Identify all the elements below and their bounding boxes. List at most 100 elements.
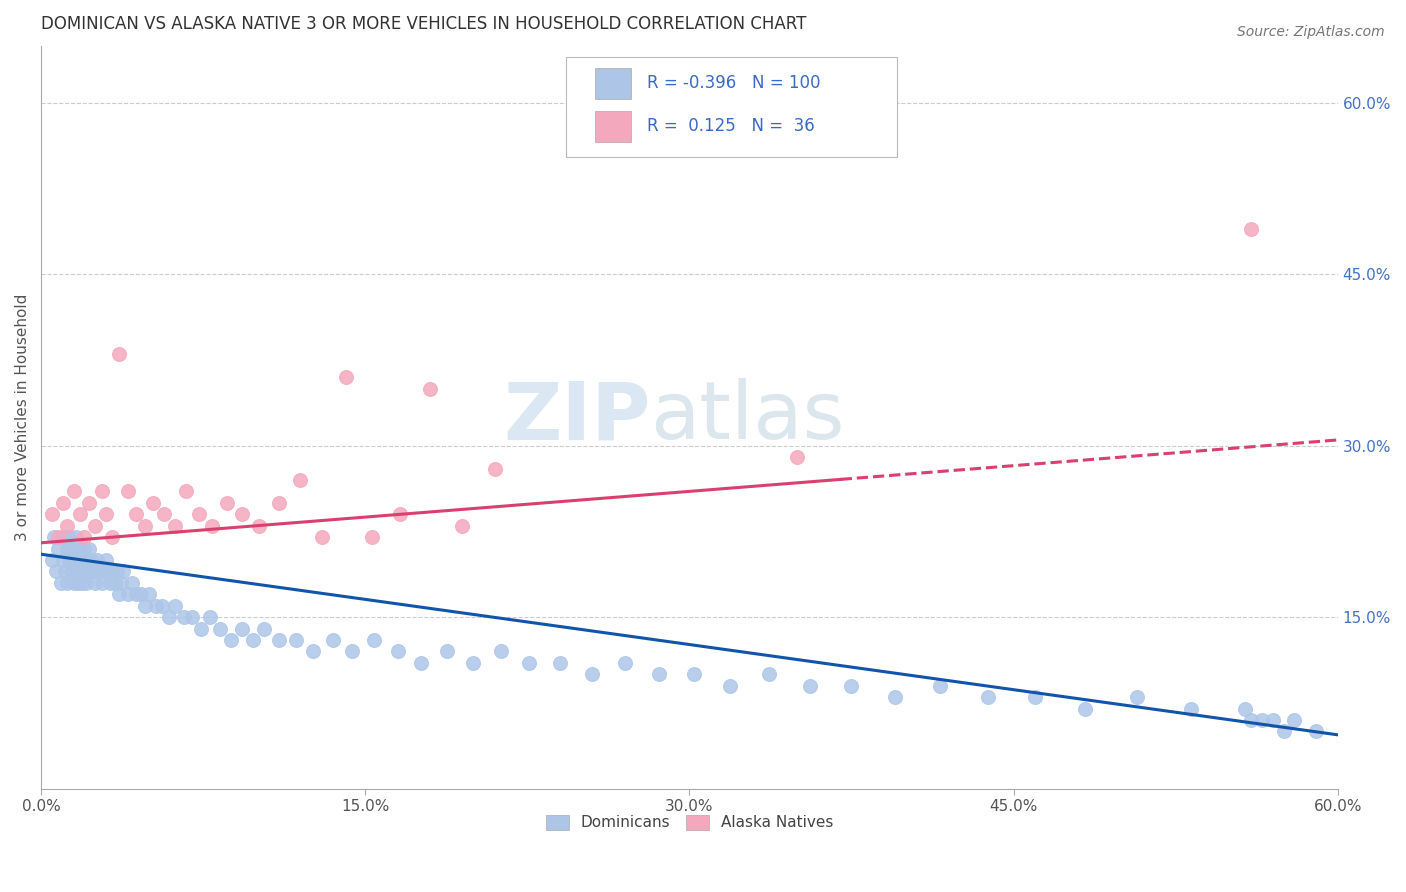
Point — [121, 575, 143, 590]
Point — [613, 656, 636, 670]
Point — [98, 575, 121, 590]
Point — [215, 496, 238, 510]
Point — [42, 530, 65, 544]
Point — [181, 610, 204, 624]
Point — [1284, 713, 1306, 727]
Point — [519, 656, 541, 670]
Text: atlas: atlas — [651, 378, 845, 456]
Point — [101, 565, 124, 579]
Point — [758, 667, 780, 681]
Point — [52, 530, 75, 544]
Point — [976, 690, 998, 704]
Point — [1074, 701, 1097, 715]
Point — [129, 587, 152, 601]
Point — [49, 575, 72, 590]
Point — [581, 667, 603, 681]
Point — [142, 496, 165, 510]
Point — [73, 565, 96, 579]
Point — [929, 679, 952, 693]
Point — [52, 553, 75, 567]
Point — [60, 565, 83, 579]
Point — [65, 565, 87, 579]
Point — [77, 541, 100, 556]
Point — [112, 565, 135, 579]
Point — [190, 622, 212, 636]
Point — [150, 599, 173, 613]
Point — [84, 518, 107, 533]
Text: Source: ZipAtlas.com: Source: ZipAtlas.com — [1237, 25, 1385, 39]
Point — [77, 496, 100, 510]
Point — [69, 508, 91, 522]
Point — [841, 679, 863, 693]
Point — [70, 575, 93, 590]
Point — [253, 622, 276, 636]
Point — [165, 518, 187, 533]
FancyBboxPatch shape — [595, 68, 631, 99]
Point — [65, 530, 87, 544]
Point — [484, 461, 506, 475]
Point — [1251, 713, 1274, 727]
Point — [82, 565, 104, 579]
Point — [56, 518, 79, 533]
Legend: Dominicans, Alaska Natives: Dominicans, Alaska Natives — [540, 808, 839, 837]
Point — [41, 553, 63, 567]
Point — [322, 632, 344, 647]
Point — [1240, 713, 1263, 727]
Point — [58, 553, 80, 567]
Point — [103, 575, 125, 590]
Point — [267, 632, 290, 647]
Point — [1305, 724, 1327, 739]
Point — [69, 541, 91, 556]
Text: DOMINICAN VS ALASKA NATIVE 3 OR MORE VEHICLES IN HOUSEHOLD CORRELATION CHART: DOMINICAN VS ALASKA NATIVE 3 OR MORE VEH… — [41, 15, 807, 33]
Point — [387, 644, 409, 658]
Point — [311, 530, 333, 544]
Text: ZIP: ZIP — [503, 378, 651, 456]
Point — [219, 632, 242, 647]
Point — [94, 508, 117, 522]
Point — [363, 632, 385, 647]
Point — [48, 530, 70, 544]
Point — [242, 632, 264, 647]
FancyBboxPatch shape — [567, 57, 897, 157]
Point — [73, 541, 96, 556]
Point — [62, 575, 84, 590]
Point — [48, 541, 70, 556]
Point — [58, 530, 80, 544]
Point — [80, 553, 103, 567]
Point — [66, 553, 89, 567]
Point — [247, 518, 270, 533]
Point — [90, 484, 112, 499]
Point — [105, 565, 128, 579]
Point — [720, 679, 742, 693]
Point — [165, 599, 187, 613]
Point — [69, 565, 91, 579]
Text: R = -0.396   N = 100: R = -0.396 N = 100 — [647, 74, 820, 93]
Point — [84, 575, 107, 590]
Point — [1233, 701, 1256, 715]
Point — [125, 508, 148, 522]
Point — [267, 496, 290, 510]
Point — [76, 553, 98, 567]
Point — [108, 587, 131, 601]
Point — [110, 575, 132, 590]
Point — [231, 508, 253, 522]
Point — [1240, 221, 1263, 235]
Point — [56, 541, 79, 556]
Point — [60, 541, 83, 556]
Point — [134, 599, 156, 613]
Text: R =  0.125   N =  36: R = 0.125 N = 36 — [647, 117, 814, 136]
Point — [360, 530, 382, 544]
Point — [209, 622, 232, 636]
Point — [187, 508, 209, 522]
Point — [134, 518, 156, 533]
Point — [153, 508, 176, 522]
Point — [101, 530, 124, 544]
Point — [108, 347, 131, 361]
Point — [1261, 713, 1284, 727]
Point — [302, 644, 325, 658]
Point — [117, 484, 139, 499]
Point — [231, 622, 253, 636]
Point — [173, 610, 195, 624]
Y-axis label: 3 or more Vehicles in Household: 3 or more Vehicles in Household — [15, 293, 30, 541]
Point — [648, 667, 671, 681]
